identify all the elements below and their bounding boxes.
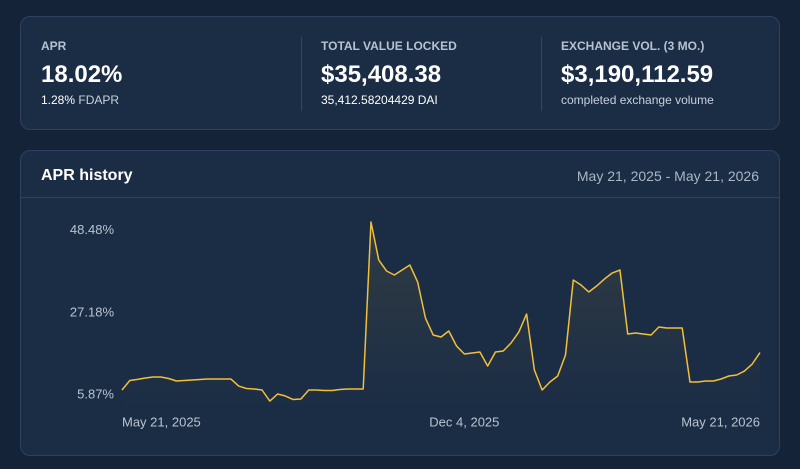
sub-label: FDAPR (78, 93, 120, 107)
date-range: May 21, 2025 - May 21, 2026 (576, 168, 759, 184)
area (122, 222, 760, 408)
x-tick-label: May 21, 2026 (681, 414, 760, 429)
stats-card: APR 18.02% 1.28% FDAPR TOTAL VALUE LOCKE… (20, 16, 780, 130)
stat-label: TOTAL VALUE LOCKED (321, 39, 457, 53)
y-tick-label: 5.87% (77, 386, 114, 401)
x-tick-label: May 21, 2025 (122, 414, 201, 429)
stat-sub: completed exchange volume (561, 93, 714, 107)
stat-value: $3,190,112.59 (561, 61, 714, 88)
stat-sub: 35,412.58204429 DAI (321, 93, 438, 107)
divider (301, 37, 302, 111)
chart-title: APR history (41, 167, 133, 184)
stat: APR 18.02% 1.28% FDAPR (41, 39, 122, 107)
stat-label: EXCHANGE VOL. (3 MO.) (561, 39, 705, 53)
line (121, 221, 761, 402)
separator (21, 197, 779, 198)
stat-label: APR (41, 39, 67, 53)
stat: EXCHANGE VOL. (3 MO.) $3,190,112.59 comp… (561, 39, 714, 107)
divider (541, 37, 542, 111)
x-tick-label: Dec 4, 2025 (429, 414, 499, 429)
stat: TOTAL VALUE LOCKED $35,408.38 35,412.582… (321, 39, 457, 107)
stat-value: 18.02% (41, 61, 123, 88)
y-tick-label: 27.18% (70, 304, 115, 319)
stat-sub: 1.28% FDAPR (41, 93, 122, 107)
sub-value: 1.28% (41, 93, 76, 107)
stat-value: $35,408.38 (321, 61, 442, 88)
y-tick-label: 48.48% (70, 222, 115, 237)
